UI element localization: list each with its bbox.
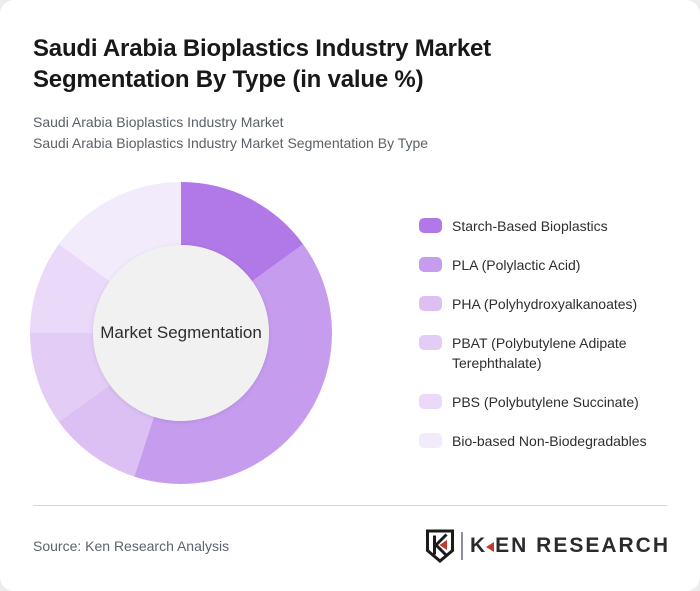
donut-segment-2 (58, 384, 154, 477)
legend-swatch (419, 433, 442, 448)
legend-label: PHA (Polyhydroxyalkanoates) (452, 296, 638, 312)
legend-item: PHA (Polyhydroxyalkanoates) (419, 294, 670, 314)
legend-label: PBAT (Polybutylene Adipate Terephthalate… (452, 335, 627, 371)
chart-legend: Starch-Based Bioplastics PLA (Polylactic… (419, 216, 670, 451)
legend-label: PBS (Polybutylene Succinate) (452, 394, 639, 410)
donut-segment-5 (58, 182, 182, 282)
page-title: Saudi Arabia Bioplastics Industry Market… (33, 35, 491, 93)
ken-research-logo: K EN RESEARCH (425, 528, 670, 564)
logo-wordmark-rest: EN RESEARCH (495, 534, 670, 557)
legend-swatch (419, 296, 442, 311)
ken-research-shield-icon (425, 529, 454, 563)
legend-item: Starch-Based Bioplastics (419, 216, 670, 236)
donut-segment-0 (181, 182, 304, 282)
legend-item: Bio-based Non-Biodegradables (419, 431, 670, 451)
legend-swatch (419, 218, 442, 233)
logo-red-triangle-icon (486, 542, 495, 552)
legend-label: PLA (Polylactic Acid) (452, 257, 581, 273)
legend-label: Starch-Based Bioplastics (452, 218, 608, 234)
source-text: Source: Ken Research Analysis (33, 538, 230, 554)
legend-label: Bio-based Non-Biodegradables (452, 433, 647, 449)
legend-item: PLA (Polylactic Acid) (419, 255, 670, 275)
subtitle-line-1: Saudi Arabia Bioplastics Industry Market (33, 114, 284, 130)
legend-item: PBS (Polybutylene Succinate) (419, 392, 670, 412)
donut-center: Market Segmentation (93, 245, 269, 421)
donut-segment-4 (30, 244, 110, 333)
logo-wordmark: K EN RESEARCH (470, 534, 670, 558)
donut-segment-3 (30, 333, 110, 422)
logo-wordmark-k: K (469, 534, 488, 557)
logo-divider-bar (460, 532, 463, 560)
legend-swatch (419, 335, 442, 350)
donut-segment-1 (134, 244, 332, 484)
legend-swatch (419, 257, 442, 272)
legend-item: PBAT (Polybutylene Adipate Terephthalate… (419, 333, 670, 373)
donut-svg (30, 182, 332, 484)
subtitle-line-2: Saudi Arabia Bioplastics Industry Market… (33, 135, 429, 151)
donut-center-label: Market Segmentation (100, 323, 262, 342)
donut-chart: Market Segmentation (30, 182, 332, 484)
footer-divider (33, 505, 667, 506)
legend-swatch (419, 394, 442, 409)
